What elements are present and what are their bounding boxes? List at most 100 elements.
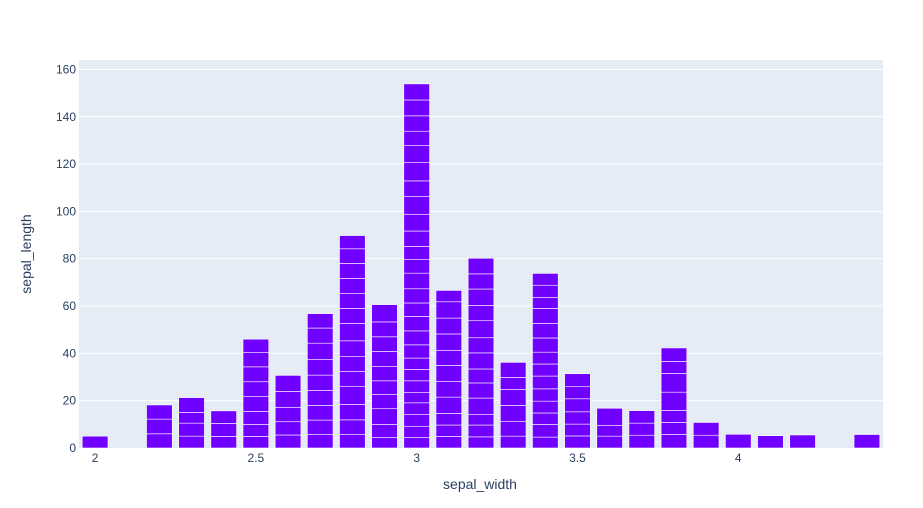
bar-segment bbox=[499, 405, 527, 422]
bar-segment bbox=[339, 356, 366, 372]
y-tick-label: 140 bbox=[56, 110, 76, 124]
bar-segment bbox=[660, 373, 688, 393]
bar-segment bbox=[242, 411, 270, 425]
bar-segment bbox=[274, 421, 302, 436]
bar-segment bbox=[628, 422, 655, 436]
bar-segment bbox=[660, 347, 688, 362]
bar-segment bbox=[499, 362, 527, 378]
bar-segment bbox=[467, 305, 495, 322]
bar-segment bbox=[532, 296, 559, 309]
bar-segment bbox=[242, 436, 270, 449]
bar-segment bbox=[435, 413, 463, 426]
bar-segment bbox=[403, 213, 430, 232]
bar-segment bbox=[532, 424, 559, 438]
bar-segment bbox=[435, 290, 463, 303]
bar bbox=[81, 435, 109, 449]
bar-segment bbox=[435, 301, 463, 319]
bar-segment bbox=[532, 400, 559, 414]
bar-segment bbox=[242, 338, 270, 353]
bar bbox=[692, 422, 720, 449]
bar-segment bbox=[242, 396, 270, 412]
bar-segment bbox=[274, 375, 302, 392]
bar-segment bbox=[467, 382, 495, 399]
bar bbox=[274, 375, 302, 449]
x-tick-label: 4 bbox=[735, 451, 742, 465]
bar-segment bbox=[660, 434, 688, 449]
bar-segment bbox=[692, 434, 720, 449]
bar-segment bbox=[403, 162, 430, 182]
bar bbox=[757, 435, 784, 449]
bar-segment bbox=[178, 422, 205, 437]
bar-segment bbox=[467, 288, 495, 306]
bar-segment bbox=[467, 337, 495, 354]
bar bbox=[725, 433, 752, 449]
y-tick-labels: 0 20 40 60 80 100 120 140 160 bbox=[56, 62, 76, 455]
bar-segment bbox=[532, 284, 559, 298]
bar bbox=[789, 434, 816, 449]
bar-segment bbox=[628, 434, 655, 449]
bar-segment bbox=[435, 365, 463, 382]
y-tick-label: 0 bbox=[69, 441, 76, 455]
y-tick-label: 20 bbox=[63, 394, 77, 408]
y-tick-label: 100 bbox=[56, 204, 76, 218]
bar-segment bbox=[532, 351, 559, 365]
bar-segment bbox=[178, 435, 205, 449]
bar-segment bbox=[146, 418, 173, 435]
bar-segment bbox=[789, 434, 816, 449]
bar-segment bbox=[307, 342, 334, 360]
x-tick-label: 2.5 bbox=[248, 451, 265, 465]
bar-segment bbox=[339, 340, 366, 357]
bar-segment bbox=[307, 419, 334, 435]
bar-segment bbox=[564, 386, 591, 400]
bar-segment bbox=[403, 392, 430, 404]
bar-segment bbox=[532, 412, 559, 425]
bar-segment bbox=[467, 397, 495, 415]
bar bbox=[499, 362, 527, 449]
bar-segment bbox=[146, 404, 173, 420]
bar-segment bbox=[307, 374, 334, 391]
bar-segment bbox=[403, 115, 430, 132]
bar bbox=[660, 347, 688, 449]
bar bbox=[853, 434, 881, 449]
bar-segment bbox=[532, 363, 559, 377]
bar-segment bbox=[467, 352, 495, 370]
bar-segment bbox=[532, 388, 559, 402]
bar-segment bbox=[403, 344, 430, 359]
bar-segment bbox=[81, 435, 109, 449]
bar-segment bbox=[274, 407, 302, 423]
bar-segment bbox=[467, 273, 495, 290]
y-tick-label: 60 bbox=[63, 299, 77, 313]
bar bbox=[532, 273, 559, 449]
bar-segment bbox=[403, 369, 430, 382]
bar-segment bbox=[210, 423, 237, 437]
bar bbox=[596, 407, 623, 449]
bar-segment bbox=[403, 99, 430, 117]
bar-segment bbox=[596, 407, 623, 426]
bar-segment bbox=[467, 320, 495, 339]
bar-segment bbox=[532, 273, 559, 286]
x-tick-labels: 2 2.5 3 3.5 4 bbox=[92, 451, 742, 465]
bar-segment bbox=[307, 433, 334, 449]
bar-segment bbox=[564, 373, 591, 388]
bar-segment bbox=[435, 333, 463, 351]
bar-segment bbox=[757, 435, 784, 449]
bar bbox=[339, 235, 366, 449]
bar-segment bbox=[307, 313, 334, 329]
bar-segment bbox=[403, 83, 430, 101]
bar-segment bbox=[403, 246, 430, 260]
bar-segment bbox=[371, 424, 398, 438]
bar-segment bbox=[853, 434, 881, 449]
bar-segment bbox=[307, 358, 334, 376]
bar-segment bbox=[307, 405, 334, 421]
bar-segment bbox=[339, 308, 366, 324]
y-tick-label: 120 bbox=[56, 157, 76, 171]
bar-segment bbox=[274, 434, 302, 449]
bar-segment bbox=[242, 381, 270, 397]
bar-segment bbox=[467, 257, 495, 275]
bar bbox=[564, 373, 591, 449]
bar-segment bbox=[435, 436, 463, 449]
bar bbox=[242, 338, 270, 449]
bar-segment bbox=[499, 377, 527, 390]
bar-segment bbox=[532, 436, 559, 449]
bar-segment bbox=[725, 433, 752, 449]
